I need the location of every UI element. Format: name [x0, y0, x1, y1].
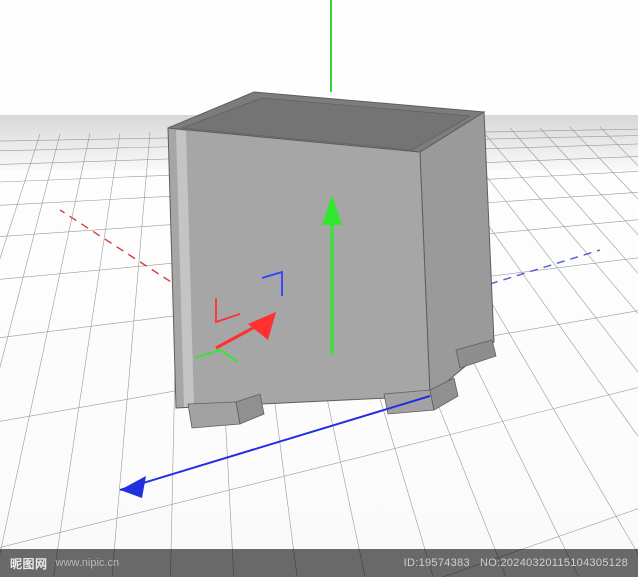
- box-front-face: [168, 128, 430, 408]
- watermark-logo: 昵图网: [10, 555, 48, 572]
- z-axis-arrowhead: [120, 476, 146, 498]
- 3d-viewport[interactable]: 昵图网 www.nipic.cn ID:19574383 NO:20240320…: [0, 0, 638, 577]
- watermark-left: 昵图网 www.nipic.cn: [10, 555, 119, 572]
- watermark-url: www.nipic.cn: [56, 557, 120, 569]
- watermark-id-value: 19574383: [419, 557, 470, 569]
- scene-canvas[interactable]: [0, 0, 638, 577]
- watermark-no-value: 20240320115104305128: [500, 557, 628, 569]
- watermark-bar: 昵图网 www.nipic.cn ID:19574383 NO:20240320…: [0, 549, 638, 577]
- watermark-meta: ID:19574383 NO:20240320115104305128: [404, 557, 628, 569]
- watermark-no-label: NO:: [480, 557, 500, 569]
- watermark-id-label: ID:: [404, 557, 419, 569]
